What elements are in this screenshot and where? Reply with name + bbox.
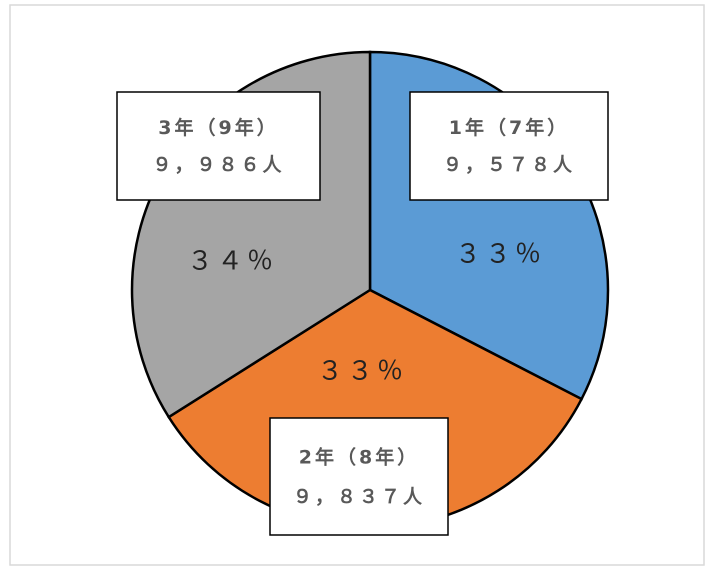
percent-label: ３４％ [187, 247, 277, 277]
category-label: 3年（9年） [158, 116, 278, 139]
category-label: 1年（7年） [449, 116, 569, 139]
value-label: ９，９８６人 [152, 154, 284, 176]
labels: 1年（7年） ９，５７８人 ３３％ 2年（8年） ９，８３７人 ３３％ 3年（9年） ９，９８… [116, 91, 609, 536]
label-box [116, 91, 321, 201]
value-label: ９，５７８人 [443, 154, 575, 176]
category-label: 2年（8年） [299, 445, 419, 468]
label-box [269, 417, 449, 536]
label-box [409, 91, 609, 201]
value-label: ９，８３７人 [293, 486, 425, 508]
percent-label: ３３％ [317, 357, 407, 387]
percent-label: ３３％ [455, 240, 545, 270]
